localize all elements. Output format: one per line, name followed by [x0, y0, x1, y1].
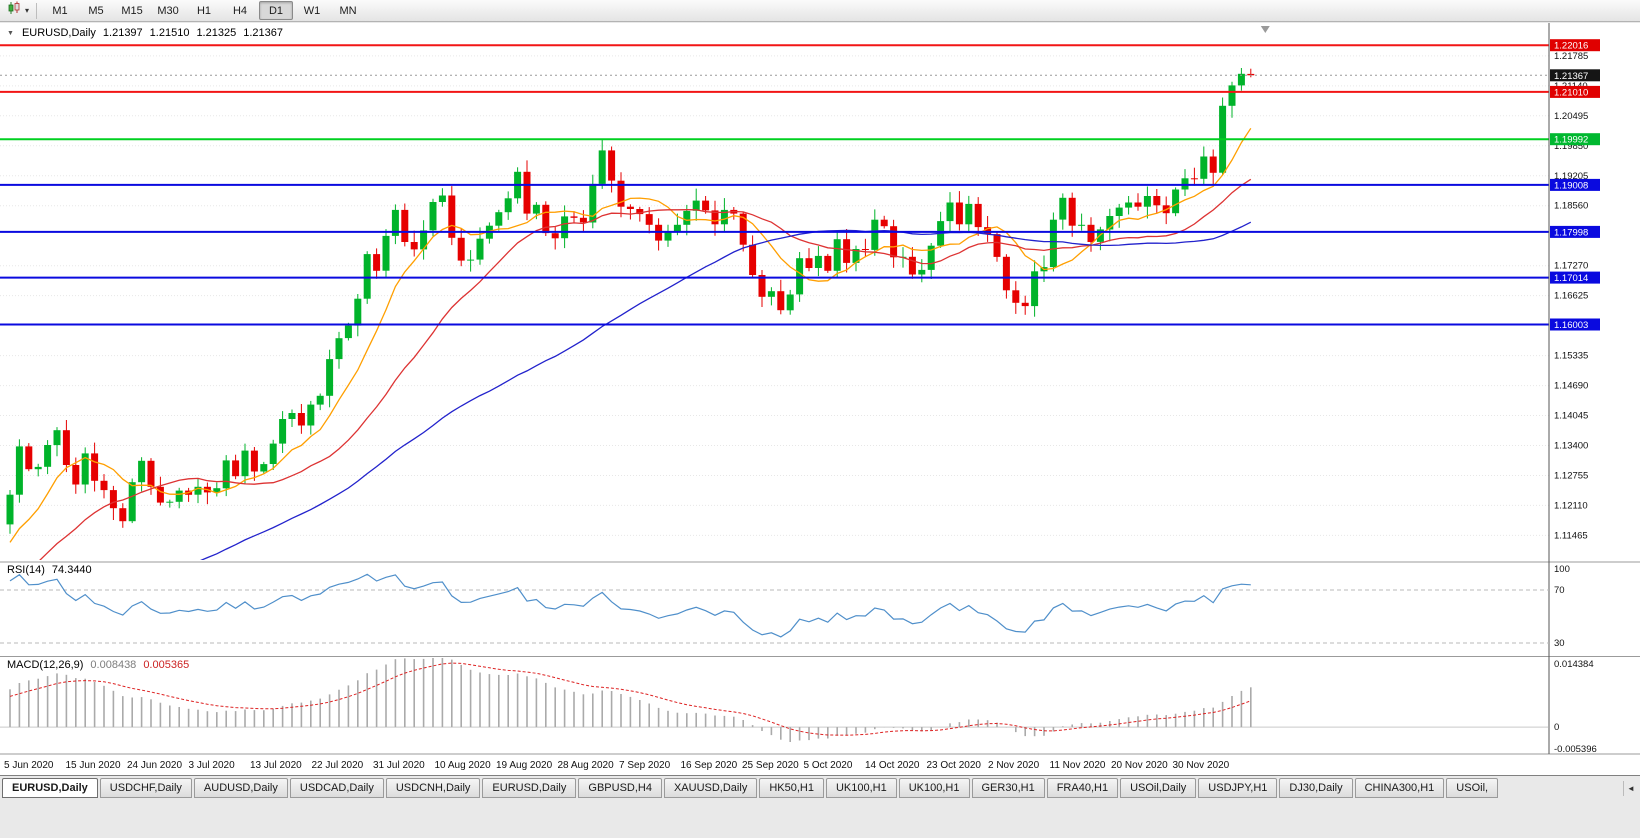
svg-text:1.15335: 1.15335 — [1554, 351, 1588, 362]
chart-tab-6[interactable]: GBPUSD,H4 — [578, 778, 662, 798]
svg-text:1.17998: 1.17998 — [1554, 227, 1588, 238]
price-chart-canvas[interactable]: 1.217851.211401.204951.198501.192051.185… — [0, 23, 1640, 775]
chart-tab-16[interactable]: CHINA300,H1 — [1354, 778, 1445, 798]
chart-tab-14[interactable]: USDJPY,H1 — [1198, 778, 1278, 798]
svg-text:31 Jul 2020: 31 Jul 2020 — [373, 760, 425, 771]
svg-text:13 Jul 2020: 13 Jul 2020 — [250, 760, 302, 771]
svg-text:1.21367: 1.21367 — [1554, 71, 1588, 82]
svg-text:70: 70 — [1554, 585, 1565, 596]
svg-text:15 Jun 2020: 15 Jun 2020 — [66, 760, 121, 771]
svg-text:24 Jun 2020: 24 Jun 2020 — [127, 760, 182, 771]
chart-window: 1.217851.211401.204951.198501.192051.185… — [0, 23, 1640, 776]
svg-text:1.21785: 1.21785 — [1554, 51, 1588, 62]
svg-text:1.17014: 1.17014 — [1554, 273, 1588, 284]
svg-text:28 Aug 2020: 28 Aug 2020 — [558, 760, 615, 771]
chart-tab-13[interactable]: USOil,Daily — [1120, 778, 1197, 798]
chart-tab-10[interactable]: UK100,H1 — [898, 778, 970, 798]
svg-text:20 Nov 2020: 20 Nov 2020 — [1111, 760, 1168, 771]
chart-tabs-bar: EURUSD,Daily USDCHF,Daily AUDUSD,Daily USDC… — [0, 777, 1640, 800]
svg-text:1.19008: 1.19008 — [1554, 180, 1588, 191]
timeframe-button-h1[interactable]: H1 — [196, 4, 212, 17]
chart-tab-17[interactable]: USOil, — [1446, 778, 1499, 798]
timeframe-button-mn[interactable]: MN — [339, 4, 357, 17]
candlestick-chart-icon — [8, 1, 23, 20]
svg-text:30: 30 — [1554, 638, 1565, 649]
chart-tab-2[interactable]: AUDUSD,Daily — [193, 778, 288, 798]
chart-tab-9[interactable]: UK100,H1 — [825, 778, 897, 798]
svg-text:1.14690: 1.14690 — [1554, 381, 1588, 392]
chart-type-dropdown-button[interactable]: ▾ — [4, 0, 33, 22]
timeframe-button-m1[interactable]: M1 — [52, 4, 68, 17]
svg-text:11 Nov 2020: 11 Nov 2020 — [1050, 760, 1106, 771]
svg-text:14 Oct 2020: 14 Oct 2020 — [865, 760, 920, 771]
svg-text:30 Nov 2020: 30 Nov 2020 — [1173, 760, 1230, 771]
svg-text:19 Aug 2020: 19 Aug 2020 — [496, 760, 553, 771]
svg-text:-0.005396: -0.005396 — [1554, 744, 1597, 755]
svg-text:1.13400: 1.13400 — [1554, 441, 1588, 452]
svg-text:23 Oct 2020: 23 Oct 2020 — [927, 760, 982, 771]
chart-tab-4[interactable]: USDCNH,Daily — [385, 778, 481, 798]
svg-text:1.11465: 1.11465 — [1554, 530, 1588, 541]
chart-tab-3[interactable]: USDCAD,Daily — [289, 778, 384, 798]
chart-tab-0[interactable]: EURUSD,Daily — [2, 778, 98, 798]
chevron-down-icon: ▾ — [25, 6, 30, 15]
chart-tab-12[interactable]: FRA40,H1 — [1046, 778, 1119, 798]
svg-text:1.16625: 1.16625 — [1554, 291, 1588, 302]
timeframe-button-m30[interactable]: M30 — [157, 4, 179, 17]
chart-tabs: EURUSD,Daily USDCHF,Daily AUDUSD,Daily USDC… — [2, 778, 1499, 798]
timeframe-button-m15[interactable]: M15 — [121, 4, 143, 17]
svg-text:1.19205: 1.19205 — [1554, 171, 1588, 182]
svg-text:0: 0 — [1554, 722, 1559, 733]
chart-tab-15[interactable]: DJ30,Daily — [1279, 778, 1353, 798]
svg-text:1.14045: 1.14045 — [1554, 411, 1588, 422]
timeframe-toolbar-buttons: M1 M5 M15 M30 H1 H4 D1 W1 MN — [42, 1, 366, 20]
chart-tab-1[interactable]: USDCHF,Daily — [99, 778, 192, 798]
timeframe-button-w1[interactable]: W1 — [303, 4, 321, 17]
svg-text:1.22016: 1.22016 — [1554, 41, 1588, 52]
svg-text:1.16003: 1.16003 — [1554, 320, 1588, 331]
svg-text:7 Sep 2020: 7 Sep 2020 — [619, 760, 671, 771]
timeframe-button-h4[interactable]: H4 — [232, 4, 248, 17]
tab-scroll-left-button[interactable]: ◄ — [1623, 781, 1638, 796]
svg-text:1.12110: 1.12110 — [1554, 500, 1588, 511]
chart-tab-7[interactable]: XAUUSD,Daily — [663, 778, 758, 798]
timeframe-button-m5[interactable]: M5 — [88, 4, 104, 17]
svg-text:2 Nov 2020: 2 Nov 2020 — [988, 760, 1040, 771]
svg-text:1.12755: 1.12755 — [1554, 471, 1588, 482]
svg-text:1.19992: 1.19992 — [1554, 135, 1588, 146]
chart-tab-8[interactable]: HK50,H1 — [759, 778, 824, 798]
svg-text:16 Sep 2020: 16 Sep 2020 — [681, 760, 738, 771]
svg-text:0.014384: 0.014384 — [1554, 659, 1594, 670]
svg-text:25 Sep 2020: 25 Sep 2020 — [742, 760, 799, 771]
toolbar-separator — [36, 2, 38, 19]
svg-text:1.18560: 1.18560 — [1554, 201, 1588, 212]
svg-text:1.19850: 1.19850 — [1554, 141, 1588, 152]
svg-text:5 Jun 2020: 5 Jun 2020 — [4, 760, 54, 771]
svg-text:22 Jul 2020: 22 Jul 2020 — [312, 760, 364, 771]
top-toolbar: ▾ M1 M5 M15 M30 H1 H4 D1 W1 MN — [0, 0, 1640, 22]
svg-text:10 Aug 2020: 10 Aug 2020 — [435, 760, 492, 771]
svg-text:3 Jul 2020: 3 Jul 2020 — [189, 760, 236, 771]
chart-tab-11[interactable]: GER30,H1 — [971, 778, 1045, 798]
svg-text:1.17270: 1.17270 — [1554, 261, 1588, 272]
svg-text:5 Oct 2020: 5 Oct 2020 — [804, 760, 853, 771]
chart-tab-5[interactable]: EURUSD,Daily — [482, 778, 577, 798]
svg-text:100: 100 — [1554, 564, 1570, 575]
timeframe-button-d1[interactable]: D1 — [259, 1, 294, 20]
svg-text:1.20495: 1.20495 — [1554, 111, 1588, 122]
svg-text:1.21010: 1.21010 — [1554, 87, 1588, 98]
